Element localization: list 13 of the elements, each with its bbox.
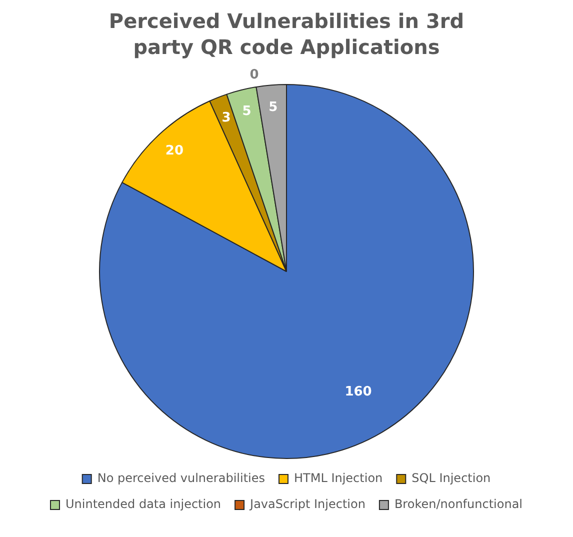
legend-label: Unintended data injection [65,497,222,512]
data-label: 5 [268,100,278,115]
legend-label: Broken/nonfunctional [394,497,523,512]
data-label: 160 [344,384,372,400]
legend-label: HTML Injection [294,471,383,486]
data-label: 3 [222,110,231,126]
legend-label: No perceived vulnerabilities [97,471,266,486]
data-label: 5 [242,104,252,120]
text: 0 [250,68,259,83]
legend-label: SQL Injection [412,471,491,486]
chart-title: Perceived Vulnerabilities in 3rd party QR code Applications [108,8,466,60]
legend-label: JavaScript Injection [249,497,366,512]
data-label: 20 [165,143,184,158]
